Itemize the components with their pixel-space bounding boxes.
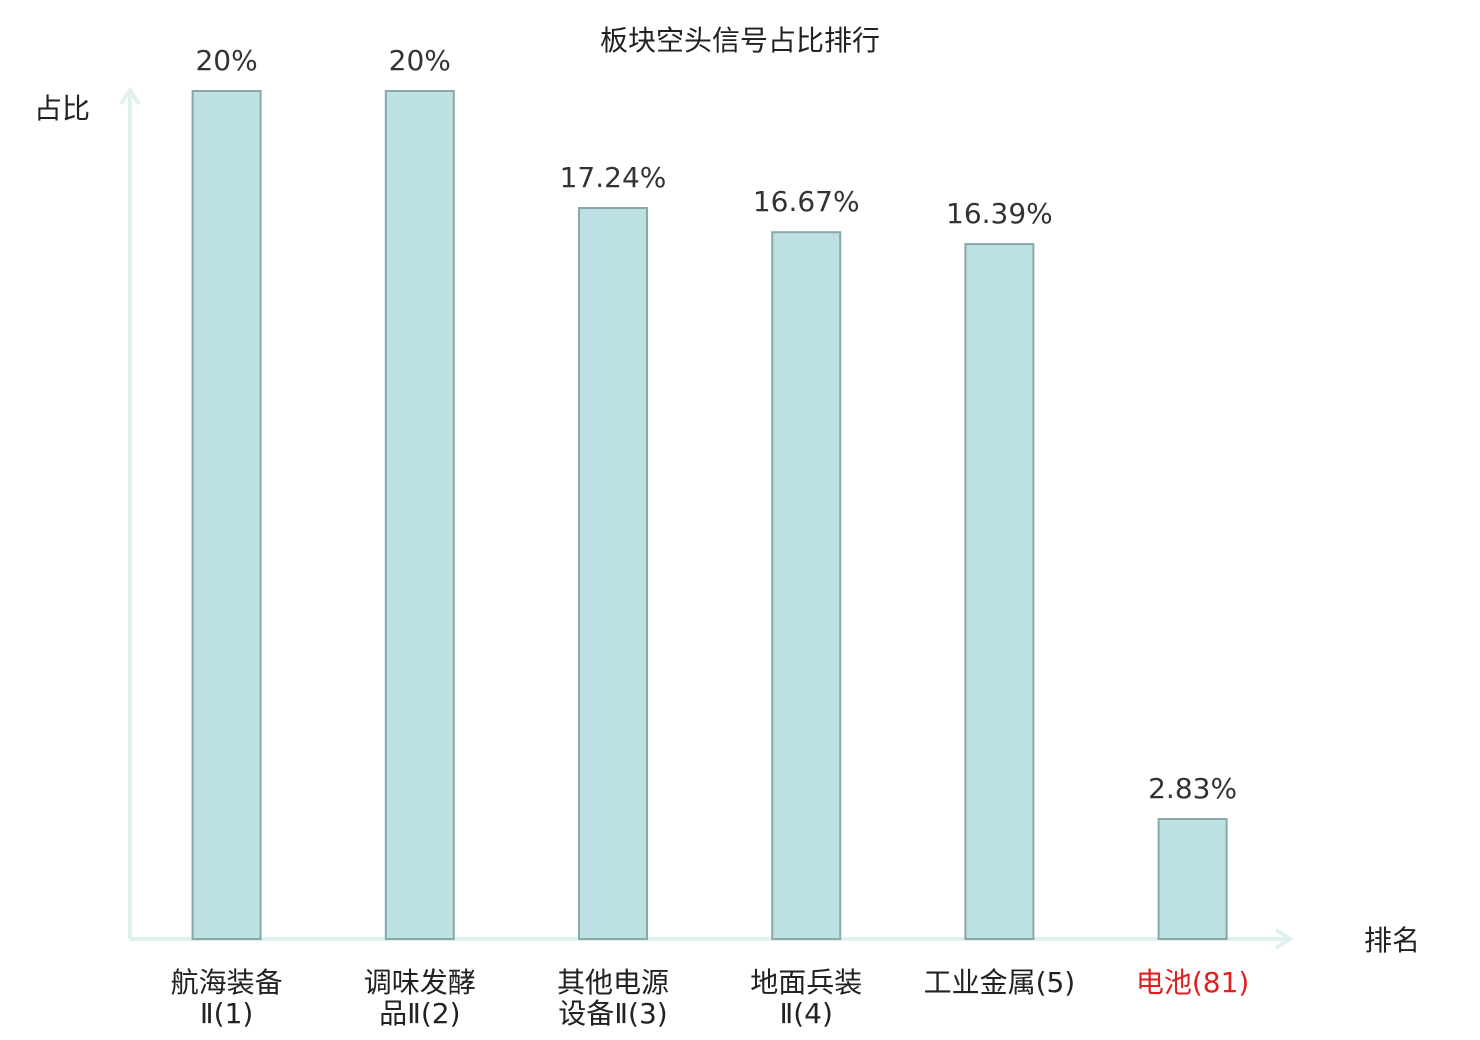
x-axis-label: 排名: [1364, 924, 1420, 957]
x-axis: [130, 928, 1294, 950]
value-label: 16.67%: [753, 185, 860, 218]
value-label: 20%: [195, 44, 257, 77]
bar: [191, 90, 262, 940]
bar: [1157, 818, 1228, 940]
value-label: 20%: [389, 44, 451, 77]
x-tick-label: 地面兵装 Ⅱ(4): [750, 966, 862, 1030]
x-tick-label-line: 品Ⅱ(2): [379, 997, 460, 1030]
x-tick-label-line: 航海装备: [171, 966, 283, 999]
x-tick-label-line: Ⅱ(4): [779, 997, 832, 1030]
y-axis-label: 占比: [34, 92, 90, 125]
chart-title: 板块空头信号占比排行: [600, 24, 880, 57]
x-tick-label-line: Ⅱ(1): [200, 997, 253, 1030]
x-tick-label-line: 设备Ⅱ(3): [558, 997, 667, 1030]
value-label: 16.39%: [946, 197, 1053, 230]
value-label: 2.83%: [1148, 772, 1237, 805]
x-tick-label: 其他电源设备Ⅱ(3): [557, 966, 669, 1030]
bar: [384, 90, 455, 940]
x-tick-label: 电池(81): [1136, 966, 1249, 999]
x-tick-label: 调味发酵品Ⅱ(2): [364, 966, 476, 1030]
x-tick-label-line: 调味发酵: [364, 966, 476, 999]
x-tick-label: 工业金属(5): [924, 966, 1076, 999]
bar: [771, 231, 842, 940]
value-label: 17.24%: [560, 161, 667, 194]
x-tick-label-line: 地面兵装: [750, 966, 862, 999]
x-tick-label: 航海装备 Ⅱ(1): [171, 966, 283, 1030]
y-axis: [119, 86, 141, 939]
bar: [964, 243, 1035, 940]
x-tick-label-line: 其他电源: [557, 966, 669, 999]
bar: [578, 207, 648, 941]
